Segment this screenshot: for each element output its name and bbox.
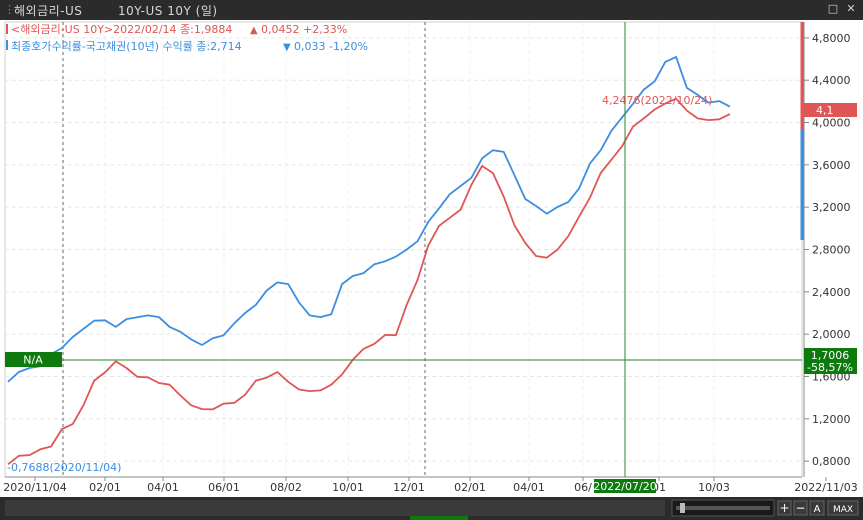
series1-change-text: 0,0452 +2,33%: [261, 23, 347, 36]
zoom-slider-track: [676, 506, 770, 510]
title-bar: ⋮ 해외금리-US 10Y-US 10Y (일) □ ✕: [0, 0, 863, 21]
x-tick-label: 10/01: [332, 481, 364, 494]
series-line-1: [7, 97, 731, 466]
y-tick-label: 4,8000: [812, 32, 851, 45]
x-tick-label: 10/03: [698, 481, 730, 494]
window-title: 해외금리-US: [14, 4, 83, 18]
auto-scale-label: A: [814, 504, 821, 515]
zoom-in-label: +: [779, 501, 789, 515]
x-tick-label: 12/01: [393, 481, 425, 494]
time-scrollbar-track[interactable]: [5, 500, 665, 516]
series2-change-text: 0,033 -1,20%: [294, 40, 368, 53]
close-button[interactable]: ✕: [846, 2, 856, 15]
x-tick-label: 08/02: [270, 481, 302, 494]
right-price-box: [804, 103, 857, 117]
series-line-2: [7, 56, 731, 383]
x-axis-band: [0, 477, 863, 497]
series1-legend-text: <해외금리-US 10Y>2022/02/14 종:1,9884: [11, 22, 232, 36]
min-value-label: -0,7688(2020/11/04): [7, 461, 121, 474]
window-subtitle: 10Y-US 10Y (일): [118, 4, 218, 18]
crosshair-left-box: [5, 352, 62, 367]
right-price-label: 4,1: [816, 104, 834, 117]
series2-change-arrow: ▼: [283, 42, 291, 53]
series-lines: [7, 56, 731, 466]
x-tick-label: 04/01: [513, 481, 545, 494]
series1-change-arrow: ▲: [250, 25, 258, 36]
zoom-out-button[interactable]: [793, 500, 808, 516]
x-tick-label: 2022/11/03: [794, 481, 857, 494]
y-tick-label: 3,2000: [812, 201, 851, 214]
x-tick-label: 02/01: [454, 481, 486, 494]
crosshair-left-label: N/A: [23, 354, 43, 367]
crosshair-right-value: 1,7006: [811, 349, 850, 362]
series2-legend-text: 최종호가수익률-국고채권(10년) 수익률 종:2,714: [11, 40, 242, 53]
plot-frame: [4, 21, 803, 478]
y-tick-label: 4,0000: [812, 117, 851, 130]
max-button[interactable]: [827, 500, 859, 516]
y-tick-label: 2,4000: [812, 286, 851, 299]
y-tick-label: 3,6000: [812, 159, 851, 172]
y-tick-label: 1,2000: [812, 413, 851, 426]
x-tick-label: 2020/11/04: [3, 481, 66, 494]
zoom-in-button[interactable]: [777, 500, 792, 516]
x-axis-ticks: 2020/11/04 02/01 04/01 06/01 08/02 10/01 12/01…: [3, 477, 858, 494]
x-tick-label: 06/: [574, 481, 592, 494]
crosshair-scroll-marker: [410, 516, 468, 520]
x-tick-label: 06/01: [208, 481, 240, 494]
y-tick-label: 2,0000: [812, 328, 851, 341]
chart-area[interactable]: <해외금리-US 10Y>2022/02/14 종:1,9884 ▲ 0,045…: [0, 20, 863, 520]
crosshair-date-box: [594, 479, 656, 493]
max-value-label: 4,2476(2022/10/24): [602, 94, 712, 107]
zoom-out-label: −: [795, 501, 805, 515]
zoom-slider-handle[interactable]: [680, 503, 685, 513]
y-tick-label: 0,8000: [812, 455, 851, 468]
grid-lines: [5, 22, 802, 477]
crosshair-right-box: [804, 348, 857, 374]
crosshair-date-label: 2022/07/20: [593, 480, 656, 493]
max-label: MAX: [833, 505, 853, 515]
auto-scale-button[interactable]: [809, 500, 825, 516]
series1-legend-swatch: [6, 24, 8, 34]
restore-button[interactable]: □: [827, 2, 839, 15]
period-separators: [62, 22, 426, 477]
y-tick-label: 2,8000: [812, 244, 851, 257]
y-tick-label: 4,4000: [812, 74, 851, 87]
x-tick-label: 02/01: [89, 481, 121, 494]
crosshair-right-change: -58,57%: [807, 361, 853, 374]
series2-legend-swatch: [6, 40, 8, 50]
drag-grip-icon[interactable]: ⋮: [4, 3, 15, 16]
x-tick-label: 04/01: [147, 481, 179, 494]
